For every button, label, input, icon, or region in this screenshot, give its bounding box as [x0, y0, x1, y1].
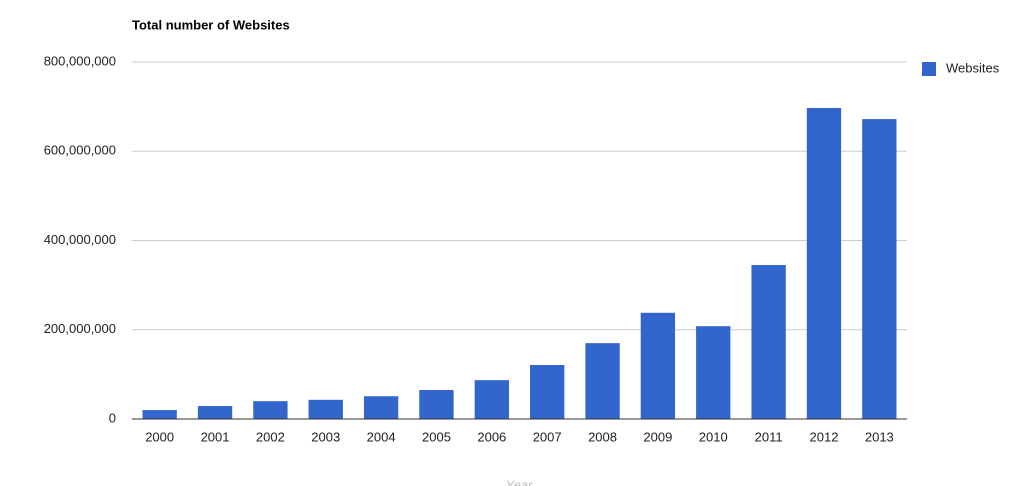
- bar: [142, 410, 177, 419]
- x-tick-label: 2007: [533, 429, 562, 444]
- bar: [585, 343, 620, 419]
- x-tick-label: 2010: [699, 429, 728, 444]
- legend-swatch: [922, 62, 936, 76]
- chart-title: Total number of Websites: [132, 17, 290, 32]
- y-tick-label: 0: [109, 410, 116, 425]
- bar: [806, 107, 842, 420]
- x-tick-label: 2004: [367, 429, 396, 444]
- bar: [474, 380, 509, 419]
- x-tick-label: 2009: [643, 429, 672, 444]
- bar: [751, 265, 786, 419]
- x-tick-label: 2005: [422, 429, 451, 444]
- x-tick-label: 2012: [810, 429, 839, 444]
- legend-label: Websites: [946, 60, 1000, 75]
- x-tick-label: 2011: [755, 429, 783, 444]
- y-tick-label: 600,000,000: [44, 143, 116, 158]
- bar: [696, 326, 731, 419]
- y-tick-label: 200,000,000: [44, 321, 116, 336]
- bar: [308, 399, 343, 419]
- bar: [640, 312, 676, 419]
- bar: [419, 389, 454, 419]
- bar: [197, 406, 233, 419]
- bar: [530, 365, 565, 419]
- x-tick-label: 2008: [588, 429, 617, 444]
- bar: [862, 119, 897, 420]
- bar: [253, 401, 288, 419]
- x-tick-label: 2000: [145, 429, 174, 444]
- x-tick-label: 2002: [256, 429, 285, 444]
- bar: [363, 396, 399, 419]
- x-tick-label: 2013: [865, 429, 894, 444]
- x-tick-label: 2003: [311, 429, 340, 444]
- y-tick-label: 400,000,000: [44, 232, 116, 247]
- x-axis-title: Year: [506, 477, 533, 486]
- x-tick-label: 2006: [477, 429, 506, 444]
- x-tick-label: 2001: [201, 429, 230, 444]
- y-tick-label: 800,000,000: [44, 53, 116, 68]
